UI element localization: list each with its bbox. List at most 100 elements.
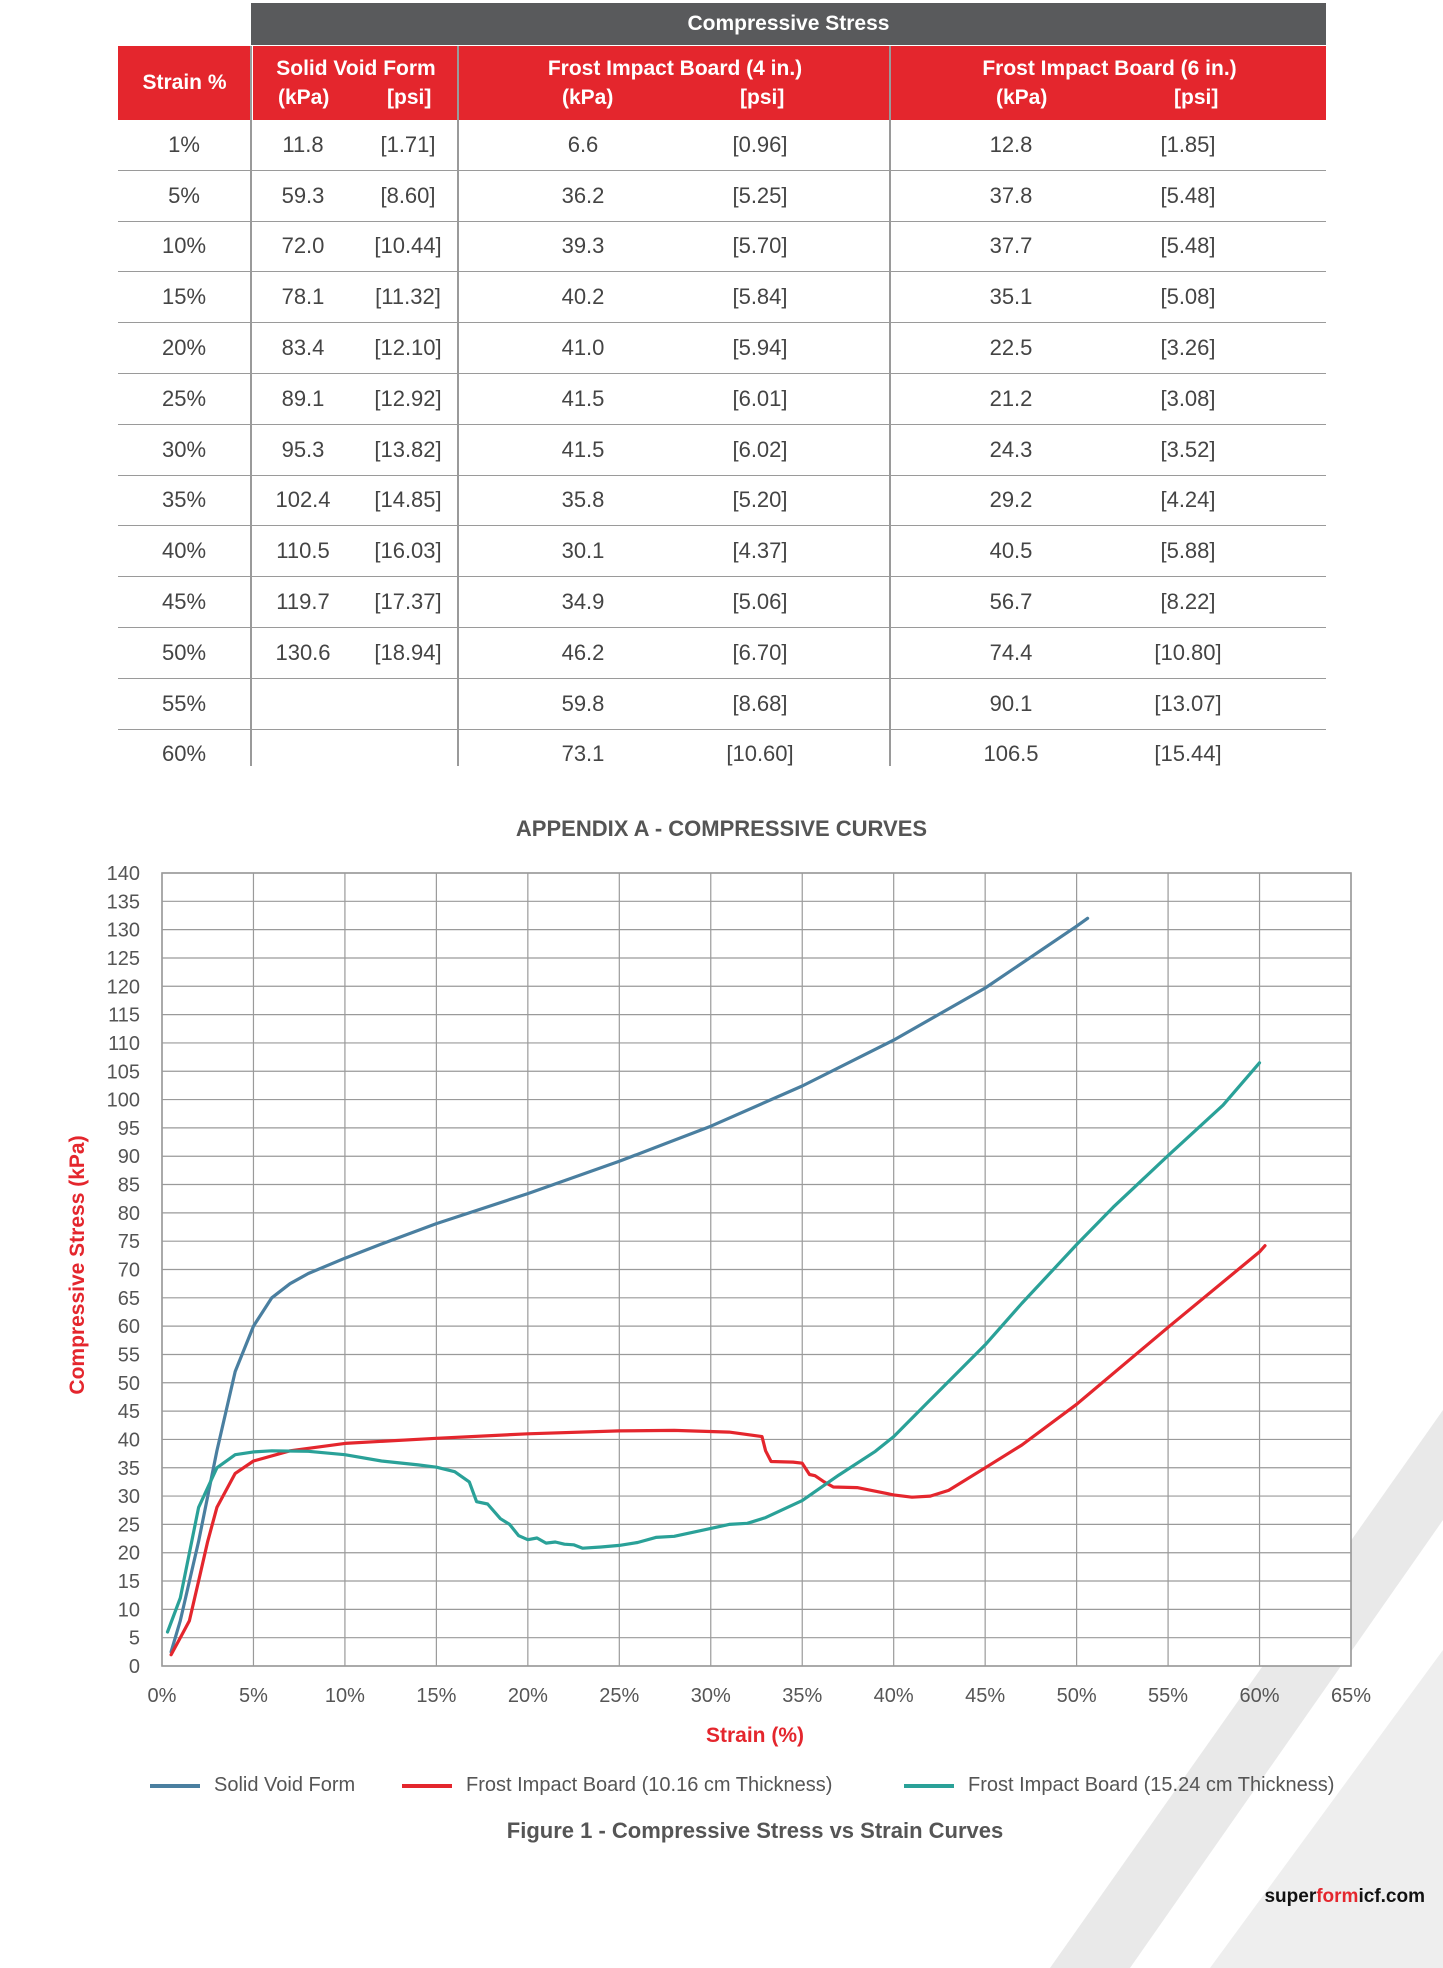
column-divider xyxy=(889,46,891,766)
x-tick-label: 65% xyxy=(1331,1685,1371,1707)
y-tick-label: 70 xyxy=(118,1260,140,1282)
kpa-cell: 6.6 xyxy=(567,131,599,157)
table-row: 5% 59.3 [8.60] 36.2 [5.25] 37.8 [5.48] xyxy=(118,171,1326,222)
legend-swatch xyxy=(402,1783,452,1788)
table-row: 10% 72.0 [10.44] 39.3 [5.70] 37.7 [5.48] xyxy=(118,222,1326,273)
strain-cell: 45% xyxy=(161,589,207,615)
y-tick-label: 30 xyxy=(118,1486,140,1508)
kpa-cell: 72.0 xyxy=(281,233,325,259)
kpa-cell: 29.2 xyxy=(989,487,1033,513)
y-axis-title: Compressive Stress (kPa) xyxy=(66,1135,89,1395)
psi-cell: [3.26] xyxy=(1160,335,1216,361)
legend-label: Solid Void Form xyxy=(214,1774,356,1796)
kpa-cell: 73.1 xyxy=(561,741,605,767)
kpa-cell: 89.1 xyxy=(281,385,325,411)
series-line-1 xyxy=(169,916,1090,1654)
strain-cell: 1% xyxy=(168,131,200,157)
psi-cell: [5.48] xyxy=(1160,233,1216,259)
brand-url[interactable]: superformicf.com xyxy=(1264,1886,1425,1908)
compressive-curves-chart: 0 5 10 15 20 25 30 35 40 45 50 55 60 65 70 75 80 85 90 95 10… xyxy=(107,863,1372,1707)
legend-item: Solid Void Form xyxy=(150,1774,355,1797)
psi-cell: [4.37] xyxy=(732,538,788,564)
kpa-cell: 21.2 xyxy=(989,385,1033,411)
y-tick-label: 45 xyxy=(118,1401,140,1423)
psi-cell: [18.94] xyxy=(374,639,442,665)
table-body: 1% 11.8 [1.71] 6.6 [0.96] 12.8 [1.85] 5% 59.3 [8.… xyxy=(118,120,1326,779)
psi-cell: [17.37] xyxy=(374,589,442,615)
table-row: 15% 78.1 [11.32] 40.2 [5.84] 35.1 [5.08] xyxy=(118,272,1326,324)
table-row: 60% 73.1 [10.60] 106.5 [15.44] xyxy=(118,730,1326,780)
kpa-cell: 30.1 xyxy=(561,538,605,564)
table-top-header: Compressive Stress xyxy=(251,3,1326,45)
x-tick-label: 35% xyxy=(782,1685,822,1707)
y-tick-label: 25 xyxy=(118,1514,140,1536)
psi-cell: [5.88] xyxy=(1160,538,1216,564)
header-strain: Strain % xyxy=(142,71,227,94)
kpa-cell: 119.7 xyxy=(276,589,330,615)
y-tick-label: 135 xyxy=(107,891,140,913)
y-tick-label: 110 xyxy=(108,1033,140,1055)
column-divider xyxy=(250,46,252,766)
psi-cell: [5.70] xyxy=(732,233,788,259)
psi-cell: [8.60] xyxy=(380,182,436,208)
y-tick-label: 35 xyxy=(118,1458,140,1480)
y-tick-label: 20 xyxy=(118,1543,140,1565)
table-row: 40% 110.5 [16.03] 30.1 [4.37] 40.5 [5.88] xyxy=(118,526,1326,578)
psi-cell: [11.32] xyxy=(375,284,441,310)
series-line-3 xyxy=(165,1061,1262,1634)
legend-item: Frost Impact Board (15.24 cm Thickness) xyxy=(904,1774,1334,1797)
header-title: Frost Impact Board (6 in.) xyxy=(982,57,1237,80)
psi-cell: [10.60] xyxy=(726,741,794,767)
y-tick-label: 105 xyxy=(107,1061,140,1083)
x-tick-label: 0% xyxy=(148,1685,177,1707)
y-tick-label: 80 xyxy=(118,1203,140,1225)
kpa-cell: 46.2 xyxy=(561,639,605,665)
kpa-cell: 83.4 xyxy=(281,335,325,361)
kpa-cell: 102.4 xyxy=(275,487,331,513)
kpa-cell: 34.9 xyxy=(561,589,605,615)
x-tick-label: 20% xyxy=(508,1685,548,1707)
kpa-cell: 90.1 xyxy=(989,690,1033,716)
psi-cell: [15.44] xyxy=(1154,741,1222,767)
kpa-cell: 78.1 xyxy=(281,284,325,310)
psi-cell xyxy=(358,679,458,729)
y-tick-label: 90 xyxy=(118,1146,140,1168)
legend-label: Frost Impact Board (15.24 cm Thickness) xyxy=(968,1774,1335,1796)
x-tick-label: 50% xyxy=(1057,1685,1097,1707)
x-tick-label: 15% xyxy=(416,1685,456,1707)
psi-cell: [4.24] xyxy=(1160,487,1216,513)
x-tick-label: 10% xyxy=(325,1685,365,1707)
kpa-cell: 130.6 xyxy=(275,639,331,665)
x-tick-label: 45% xyxy=(965,1685,1005,1707)
psi-cell: [12.10] xyxy=(374,335,442,361)
psi-cell: [14.85] xyxy=(374,487,442,513)
y-tick-label: 55 xyxy=(118,1344,140,1366)
y-tick-label: 85 xyxy=(118,1175,140,1197)
strain-cell: 25% xyxy=(161,385,207,411)
psi-cell: [6.70] xyxy=(732,639,788,665)
y-tick-label: 60 xyxy=(118,1316,140,1338)
strain-cell: 40% xyxy=(161,538,207,564)
kpa-cell: 40.5 xyxy=(989,538,1033,564)
strain-cell: 20% xyxy=(161,335,207,361)
kpa-cell: 12.8 xyxy=(989,131,1033,157)
header-unit-psi: [psi] xyxy=(387,86,432,109)
header-solid-void-form: Solid Void Form (kPa) [psi] xyxy=(251,46,459,120)
x-tick-label: 25% xyxy=(599,1685,639,1707)
strain-cell: 55% xyxy=(161,690,207,716)
brand-accent: form xyxy=(1316,1886,1359,1907)
table-row: 1% 11.8 [1.71] 6.6 [0.96] 12.8 [1.85] xyxy=(118,120,1326,171)
figure-caption: Figure 1 - Compressive Stress vs Strain … xyxy=(506,1818,1004,1843)
kpa-cell: 95.3 xyxy=(281,436,325,462)
kpa-cell: 39.3 xyxy=(561,233,605,259)
table-row: 45% 119.7 [17.37] 34.9 [5.06] 56.7 [8.22] xyxy=(118,577,1326,628)
y-tick-label: 40 xyxy=(118,1429,140,1451)
kpa-cell: 74.4 xyxy=(989,639,1033,665)
brand-prefix: super xyxy=(1264,1886,1317,1907)
kpa-cell: 59.8 xyxy=(561,690,605,716)
table-header-row: Strain % Solid Void Form (kPa) [psi] Fro… xyxy=(118,46,1326,120)
y-tick-label: 100 xyxy=(107,1090,140,1112)
chart-title: APPENDIX A - COMPRESSIVE CURVES xyxy=(515,816,928,841)
header-unit-kpa: (kPa) xyxy=(278,86,330,109)
strain-cell: 10% xyxy=(161,233,207,259)
